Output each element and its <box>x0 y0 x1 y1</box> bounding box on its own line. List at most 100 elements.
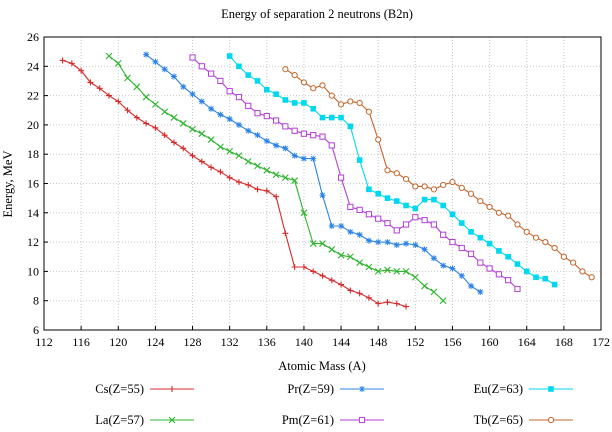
data-point <box>365 294 372 301</box>
legend-label: Eu(Z=63) <box>474 382 523 396</box>
data-point <box>282 66 289 73</box>
legend-marker <box>358 416 366 424</box>
data-point <box>449 265 456 272</box>
data-point <box>59 57 66 64</box>
x-tick-label: 112 <box>35 335 53 349</box>
data-point <box>533 274 539 281</box>
data-point <box>347 228 354 235</box>
data-point <box>467 190 475 197</box>
data-point <box>179 120 187 127</box>
legend-item-pm: Pm(Z=61) <box>282 413 384 427</box>
data-point <box>337 101 345 108</box>
data-point <box>458 244 465 252</box>
data-point <box>477 259 484 266</box>
data-point <box>495 271 502 278</box>
data-point <box>272 117 280 124</box>
data-point <box>87 79 94 86</box>
data-point <box>402 268 410 275</box>
legend-marker <box>359 386 365 392</box>
data-point <box>551 244 558 252</box>
data-point <box>421 183 428 190</box>
x-axis-label: Atomic Mass (A) <box>278 359 366 373</box>
data-point <box>384 195 391 201</box>
data-point <box>291 71 298 79</box>
data-point <box>152 58 159 65</box>
series-layer <box>59 51 595 310</box>
data-point <box>375 215 382 222</box>
data-point <box>514 221 521 228</box>
data-point <box>105 92 112 99</box>
x-tick-label: 140 <box>295 335 313 349</box>
data-point <box>263 166 271 174</box>
data-point <box>328 277 335 284</box>
data-point <box>412 205 419 212</box>
data-point <box>281 174 289 182</box>
legend-item-la: La(Z=57) <box>95 413 194 427</box>
data-point <box>393 198 400 204</box>
data-point <box>328 246 336 253</box>
data-point <box>486 240 493 247</box>
data-point <box>523 228 530 235</box>
data-point <box>347 203 354 211</box>
data-point <box>523 268 530 275</box>
data-point <box>115 98 122 105</box>
data-point <box>254 110 261 117</box>
data-point <box>468 229 474 235</box>
x-tick-label: 120 <box>109 335 127 349</box>
data-point <box>412 214 419 221</box>
data-point <box>403 240 410 247</box>
data-point <box>403 202 409 209</box>
data-point <box>365 108 373 115</box>
data-point <box>356 157 363 163</box>
data-point <box>412 183 419 190</box>
data-point <box>366 186 372 193</box>
data-point <box>421 246 428 253</box>
data-point <box>226 116 233 123</box>
legend-marker <box>169 386 175 392</box>
y-tick-label: 8 <box>33 294 39 308</box>
data-point <box>273 142 280 149</box>
data-point <box>310 268 317 275</box>
series-cs <box>59 57 410 310</box>
series-pr <box>143 51 484 295</box>
data-point <box>263 187 270 194</box>
y-tick-label: 18 <box>27 147 39 161</box>
data-point <box>505 212 512 219</box>
data-point <box>532 234 540 241</box>
data-point <box>514 285 521 293</box>
data-point <box>217 168 224 175</box>
data-point <box>105 52 113 60</box>
data-point <box>328 92 335 99</box>
data-point <box>207 136 215 143</box>
data-point <box>152 101 159 108</box>
data-point <box>328 142 335 149</box>
data-point <box>301 100 307 106</box>
chart-title: Energy of separation 2 neutrons (B2n) <box>221 7 413 21</box>
data-point <box>337 174 345 181</box>
data-point <box>449 211 456 218</box>
series-line-eu <box>229 55 555 286</box>
data-point <box>365 211 373 218</box>
data-point <box>180 83 187 90</box>
legend-label: Pm(Z=61) <box>282 413 334 427</box>
data-point <box>347 123 354 130</box>
data-point <box>440 231 447 238</box>
data-point <box>477 234 484 241</box>
data-point <box>254 162 261 170</box>
y-tick-label: 20 <box>27 118 39 132</box>
data-point <box>430 221 437 228</box>
data-point <box>402 176 410 183</box>
data-point <box>579 268 586 275</box>
legend-label: Tb(Z=65) <box>474 413 523 427</box>
data-point <box>282 97 289 103</box>
x-tick-label: 132 <box>221 335 239 349</box>
data-point <box>291 152 298 159</box>
x-tick-label: 136 <box>258 335 276 349</box>
data-point <box>309 240 317 247</box>
data-point <box>133 83 141 91</box>
data-point <box>273 91 279 97</box>
data-point <box>421 196 428 203</box>
data-point <box>161 108 169 116</box>
data-point <box>142 93 150 101</box>
data-point <box>477 288 484 295</box>
